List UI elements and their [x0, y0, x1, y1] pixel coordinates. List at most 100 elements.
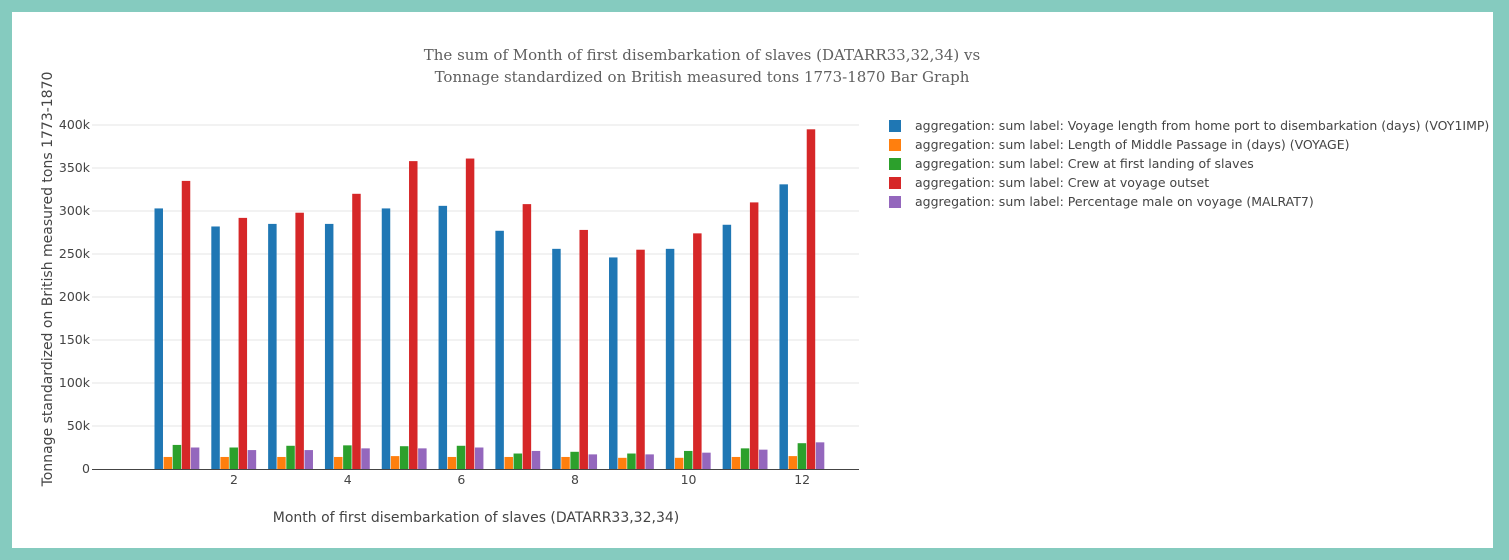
bar[interactable]	[238, 217, 248, 469]
bar[interactable]	[163, 456, 173, 469]
bar[interactable]	[495, 230, 504, 469]
chart-title-line-2: Tonnage standardized on British measured…	[434, 68, 970, 86]
bar[interactable]	[665, 248, 675, 469]
bar[interactable]	[154, 208, 163, 470]
bar[interactable]	[334, 456, 343, 469]
bar[interactable]	[552, 248, 561, 469]
bar[interactable]	[740, 448, 750, 469]
bar[interactable]	[579, 229, 588, 469]
bar[interactable]	[418, 448, 427, 469]
bar[interactable]	[702, 452, 711, 469]
bar[interactable]	[211, 226, 220, 469]
bar[interactable]	[409, 161, 418, 469]
x-tick-label: 10	[681, 472, 697, 487]
chart-title-line-1: The sum of Month of first disembarkation…	[423, 46, 981, 64]
bar[interactable]	[447, 456, 457, 469]
bar[interactable]	[722, 224, 732, 469]
bar[interactable]	[779, 184, 788, 469]
legend-item[interactable]: aggregation: sum label: Percentage male …	[889, 192, 1489, 211]
x-tick-label: 8	[571, 472, 579, 487]
bar[interactable]	[295, 212, 304, 469]
bar[interactable]	[674, 457, 684, 469]
legend-swatch	[889, 176, 901, 189]
x-tick-label: 2	[230, 472, 238, 487]
bar[interactable]	[247, 450, 257, 469]
bar[interactable]	[190, 447, 200, 470]
bar[interactable]	[343, 445, 352, 469]
legend-label: aggregation: sum label: Crew at first la…	[915, 156, 1254, 171]
bar[interactable]	[627, 453, 636, 469]
legend[interactable]: aggregation: sum label: Voyage length fr…	[889, 116, 1489, 211]
bar[interactable]	[618, 457, 627, 469]
y-tick-label: 300k	[59, 203, 91, 218]
legend-item[interactable]: aggregation: sum label: Length of Middle…	[889, 135, 1489, 154]
bar[interactable]	[531, 450, 541, 469]
bars[interactable]	[154, 129, 825, 470]
bar[interactable]	[390, 456, 400, 469]
bar[interactable]	[361, 448, 370, 469]
bar[interactable]	[788, 456, 798, 469]
y-tick-label: 100k	[59, 375, 91, 390]
bar[interactable]	[731, 456, 741, 469]
bar[interactable]	[561, 456, 570, 469]
bar[interactable]	[268, 223, 277, 469]
bar[interactable]	[465, 158, 475, 470]
bar[interactable]	[277, 456, 286, 469]
bar[interactable]	[693, 233, 702, 469]
bar[interactable]	[513, 453, 523, 469]
y-tick-label: 50k	[67, 418, 91, 433]
bar[interactable]	[381, 208, 391, 470]
legend-label: aggregation: sum label: Length of Middle…	[915, 137, 1350, 152]
legend-label: aggregation: sum label: Percentage male …	[915, 194, 1314, 209]
bar[interactable]	[570, 451, 579, 469]
y-axis-label: Tonnage standardized on British measured…	[40, 72, 56, 488]
bar[interactable]	[438, 205, 448, 469]
bar[interactable]	[797, 443, 807, 469]
bar[interactable]	[220, 456, 229, 469]
legend-label: aggregation: sum label: Voyage length fr…	[915, 118, 1490, 133]
bar[interactable]	[229, 447, 238, 470]
y-tick-label: 250k	[59, 246, 91, 261]
bar[interactable]	[759, 449, 768, 469]
x-tick-label: 12	[794, 472, 810, 487]
bar[interactable]	[522, 204, 532, 469]
bar[interactable]	[684, 450, 693, 469]
x-axis-ticks: 2 4 6 8 10 12	[230, 472, 810, 487]
y-tick-label: 150k	[59, 332, 91, 347]
bar[interactable]	[806, 129, 816, 470]
bar[interactable]	[181, 180, 191, 469]
bar[interactable]	[172, 444, 182, 469]
bar[interactable]	[588, 454, 598, 469]
y-tick-label: 350k	[59, 160, 91, 175]
bar-chart: 0 50k 100k 150k 200k 250k 300k 350k 400k 2 4 6 8 10 1…	[40, 72, 859, 526]
chart-panel: The sum of Month of first disembarkation…	[12, 12, 1493, 548]
legend-item[interactable]: aggregation: sum label: Crew at voyage o…	[889, 173, 1489, 192]
bar[interactable]	[749, 202, 759, 469]
legend-swatch	[889, 157, 901, 170]
x-tick-label: 4	[344, 472, 352, 487]
legend-item[interactable]: aggregation: sum label: Voyage length fr…	[889, 116, 1489, 135]
bar[interactable]	[399, 446, 409, 469]
bar[interactable]	[645, 454, 654, 469]
bar[interactable]	[286, 445, 295, 469]
bar[interactable]	[324, 223, 334, 469]
bar[interactable]	[456, 445, 466, 469]
bar[interactable]	[304, 450, 313, 469]
legend-swatch	[889, 119, 901, 132]
y-axis-ticks: 0 50k 100k 150k 200k 250k 300k 350k 400k	[59, 117, 91, 476]
legend-swatch	[889, 195, 901, 208]
y-tick-label: 200k	[59, 289, 91, 304]
x-axis-label: Month of first disembarkation of slaves …	[273, 510, 679, 526]
x-tick-label: 6	[457, 472, 465, 487]
bar[interactable]	[815, 442, 825, 469]
bar[interactable]	[609, 257, 618, 469]
gridlines	[92, 124, 859, 427]
y-tick-label: 400k	[59, 117, 91, 132]
bar[interactable]	[352, 193, 361, 470]
legend-label: aggregation: sum label: Crew at voyage o…	[915, 175, 1210, 190]
legend-item[interactable]: aggregation: sum label: Crew at first la…	[889, 154, 1489, 173]
bar[interactable]	[474, 447, 484, 470]
legend-swatch	[889, 138, 901, 151]
bar[interactable]	[636, 249, 645, 469]
bar[interactable]	[504, 456, 513, 469]
